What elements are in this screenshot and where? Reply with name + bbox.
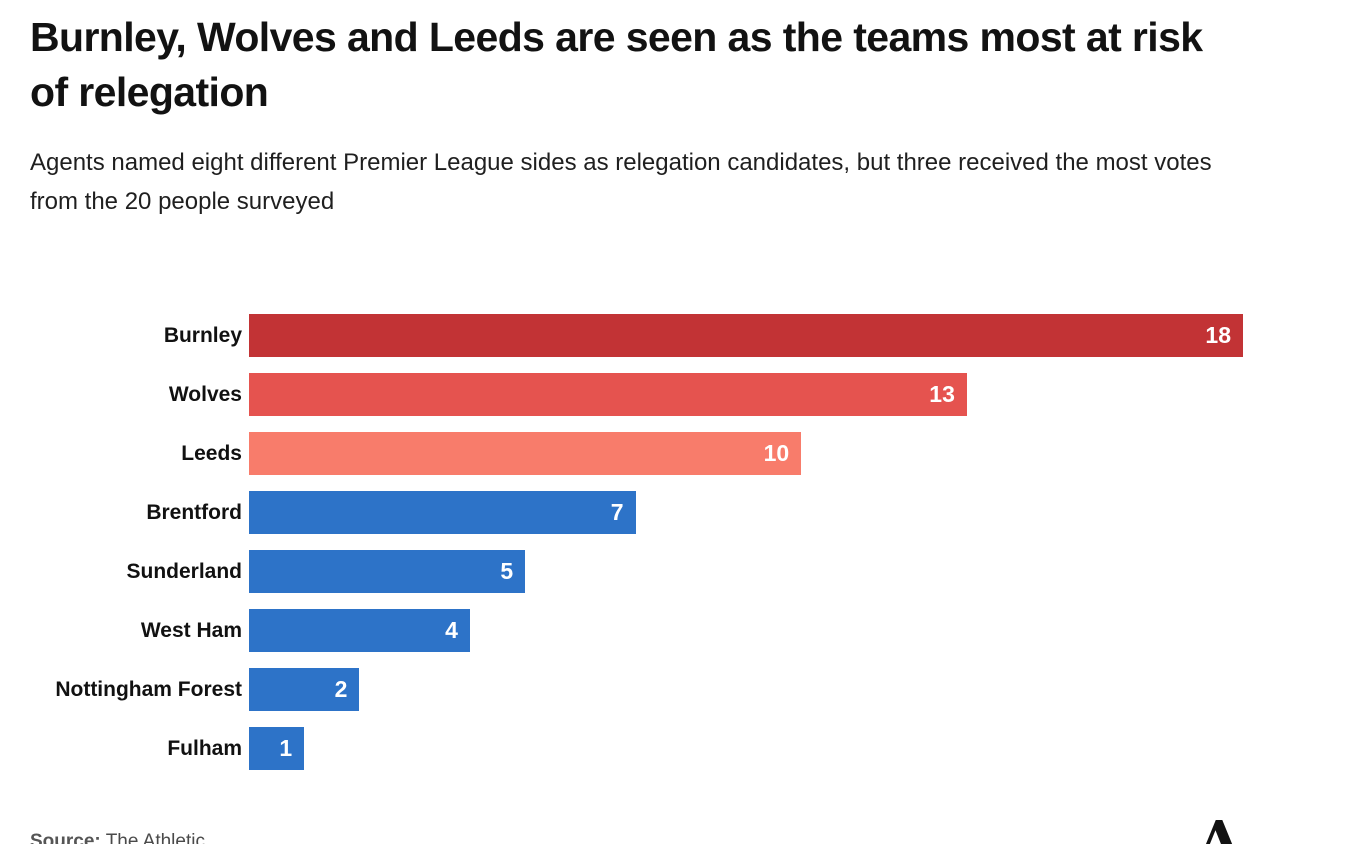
- bar-value: 13: [929, 381, 955, 407]
- chart-footer: Source: The Athletic A: [30, 814, 1243, 844]
- bar-label: Wolves: [168, 382, 242, 406]
- bar: 13: [249, 373, 967, 416]
- bar-row: Brentford 7: [30, 491, 1243, 534]
- bar-row: Fulham 1: [30, 727, 1243, 770]
- source-value: The Athletic: [105, 831, 205, 844]
- bar-area: 10: [249, 432, 1243, 475]
- bar-label: Fulham: [167, 736, 242, 760]
- bar-label: Burnley: [163, 323, 242, 347]
- bar: 10: [249, 432, 802, 475]
- bar-row: Sunderland 5: [30, 550, 1243, 593]
- bar-value: 2: [334, 676, 348, 702]
- bar: 5: [249, 550, 526, 593]
- bar-label: Nottingham Forest: [55, 677, 242, 701]
- source-label: Source:: [30, 831, 101, 844]
- bar-value: 10: [763, 440, 790, 466]
- bar-row: Burnley 18: [30, 314, 1243, 357]
- source-line: Source: The Athletic: [30, 831, 205, 844]
- bar: 4: [249, 609, 470, 652]
- bar-row: Wolves 13: [30, 373, 1243, 416]
- chart-subtitle: Agents named eight different Premier Lea…: [30, 149, 1212, 215]
- bar-value: 7: [610, 499, 624, 525]
- bar-area: 13: [249, 373, 1243, 416]
- bar: 7: [249, 491, 636, 534]
- bar-label: Brentford: [146, 500, 242, 524]
- bar-area: 1: [249, 727, 1243, 770]
- bar-label: West Ham: [140, 618, 242, 642]
- bar-value: 4: [445, 617, 458, 643]
- bar-row: Leeds 10: [30, 432, 1243, 475]
- bar-row: West Ham 4: [30, 609, 1243, 652]
- bar-value: 5: [500, 558, 514, 584]
- bar-label: Leeds: [181, 441, 242, 465]
- bar-area: 4: [249, 609, 1243, 652]
- bar-area: 5: [249, 550, 1243, 593]
- chart-title: Burnley, Wolves and Leeds are seen as th…: [30, 14, 1203, 115]
- bar: 2: [249, 668, 360, 711]
- bar-area: 2: [249, 668, 1243, 711]
- bar-label: Sunderland: [126, 559, 242, 583]
- bar-area: 18: [249, 314, 1243, 357]
- bar: 18: [249, 314, 1243, 357]
- athletic-logo-icon: A: [1197, 809, 1241, 844]
- bar-value: 1: [279, 735, 293, 761]
- bar-row: Nottingham Forest 2: [30, 668, 1243, 711]
- bar-value: 18: [1205, 322, 1231, 348]
- bar: 1: [249, 727, 305, 770]
- bar-chart: Burnley 18 Wolves 13 Leeds 10 Brentford …: [30, 314, 1243, 770]
- bar-area: 7: [249, 491, 1243, 534]
